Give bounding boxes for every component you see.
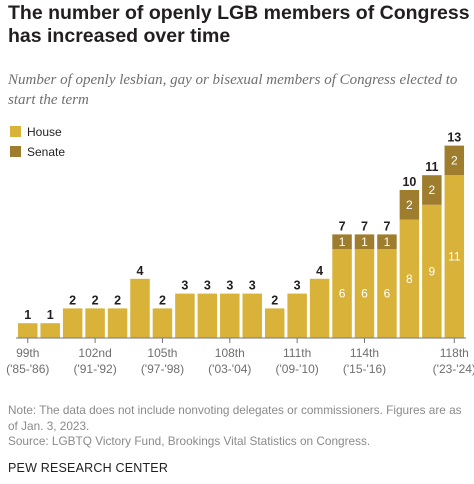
bar-senate-114th xyxy=(354,234,375,250)
bar-house-108th xyxy=(220,293,240,338)
bar-senate-113th xyxy=(332,234,352,250)
bar-senate-116th xyxy=(399,190,420,220)
segment-label-senate-114th: 1 xyxy=(361,235,368,249)
bar-house-116th xyxy=(399,219,420,338)
total-label-111th: 3 xyxy=(294,279,301,293)
segment-label-house-116th: 8 xyxy=(406,272,413,286)
x-tick-years-108th: ('03-'04) xyxy=(208,362,251,376)
total-label-108th: 3 xyxy=(226,279,233,293)
legend-swatch-house xyxy=(10,126,21,137)
total-label-102nd: 2 xyxy=(92,293,99,307)
legend-label-senate: Senate xyxy=(27,145,65,159)
segment-label-senate-113th: 1 xyxy=(339,235,346,249)
x-axis-ticks: 99th ('85-'86) 102nd ('91-'92) 105th ('97-'98… xyxy=(6,338,474,376)
pew-credit: PEW RESEARCH CENTER xyxy=(8,461,169,475)
segment-label-senate-118th: 2 xyxy=(451,153,458,167)
x-tick-years-114th: ('15-'16) xyxy=(343,362,386,376)
bar-house-109th xyxy=(242,293,262,338)
total-label-115th: 7 xyxy=(383,219,390,233)
total-label-106th: 3 xyxy=(181,279,188,293)
bar-house-114th xyxy=(354,249,375,338)
bar-house-103rd xyxy=(107,308,128,338)
bar-house-118th xyxy=(444,175,465,338)
total-label-105th: 2 xyxy=(159,293,166,307)
bar-senate-117th xyxy=(422,175,442,205)
x-tick-label-105th: 105th xyxy=(147,346,177,360)
chart-legend: House Senate xyxy=(10,125,65,159)
bar-house-111th xyxy=(287,293,307,338)
x-tick-years-102nd: ('91-'92) xyxy=(73,362,116,376)
note-text: Note: The data does not include nonvotin… xyxy=(8,403,462,433)
total-label-112th: 4 xyxy=(316,264,323,278)
source-text: Source: LGBTQ Victory Fund, Brookings Vi… xyxy=(8,434,371,448)
x-tick-label-102nd: 102nd xyxy=(78,346,111,360)
x-tick-years-105th: ('97-'98) xyxy=(141,362,184,376)
bar-house-101st xyxy=(62,308,83,338)
total-label-118th: 13 xyxy=(447,131,461,145)
total-label-114th: 7 xyxy=(361,219,368,233)
x-tick-years-99th: ('85-'86) xyxy=(6,362,49,376)
total-label-117th: 11 xyxy=(425,160,438,174)
total-label-104th: 4 xyxy=(137,264,144,278)
segment-label-house-113th: 6 xyxy=(339,287,346,301)
legend-swatch-senate xyxy=(10,146,21,157)
segment-label-house-115th: 6 xyxy=(384,287,391,301)
total-label-116th: 10 xyxy=(402,175,416,189)
total-label-99th: 1 xyxy=(24,308,31,322)
bar-house-115th xyxy=(377,249,397,338)
bar-house-113th xyxy=(332,249,352,338)
bar-senate-115th xyxy=(377,234,397,250)
total-label-110th: 2 xyxy=(271,293,278,307)
total-label-100th: 1 xyxy=(47,308,54,322)
total-label-103rd: 2 xyxy=(114,293,121,307)
bar-house-104th xyxy=(130,278,150,338)
segment-label-house-118th: 11 xyxy=(448,250,461,264)
legend-label-house: House xyxy=(27,125,62,139)
x-tick-label-111th: 111th xyxy=(283,346,311,360)
x-tick-years-111th: ('09-'10) xyxy=(276,362,319,376)
total-label-109th: 3 xyxy=(249,279,256,293)
chart-subtitle: Number of openly lesbian, gay or bisexua… xyxy=(8,72,458,108)
x-tick-label-108th: 108th xyxy=(215,346,245,360)
x-tick-label-114th: 114th xyxy=(350,346,379,360)
chart-notes: Note: The data does not include nonvotin… xyxy=(8,403,470,450)
bar-house-100th xyxy=(40,323,60,338)
segment-label-house-114th: 6 xyxy=(361,287,368,301)
segment-label-senate-117th: 2 xyxy=(429,183,436,197)
total-label-113th: 7 xyxy=(339,219,346,233)
segment-label-senate-115th: 1 xyxy=(384,235,391,249)
bar-house-105th xyxy=(152,308,173,338)
bar-house-102nd xyxy=(85,308,105,338)
bar-senate-118th xyxy=(444,145,465,176)
bar-house-107th xyxy=(197,293,218,338)
bar-house-117th xyxy=(422,204,442,338)
segment-label-senate-116th: 2 xyxy=(406,198,413,212)
x-tick-years-118th: ('23-'24) xyxy=(433,362,474,376)
x-tick-label-99th: 99th xyxy=(16,346,39,360)
total-label-107th: 3 xyxy=(204,279,211,293)
bar-house-110th xyxy=(264,308,285,338)
segment-label-house-117th: 9 xyxy=(429,264,436,278)
bar-house-106th xyxy=(175,293,195,338)
x-tick-label-118th: 118th xyxy=(440,346,469,360)
bar-house-112th xyxy=(309,278,330,338)
total-label-101st: 2 xyxy=(69,293,76,307)
chart-title: The number of openly LGB members of Cong… xyxy=(8,2,470,47)
bar-house-99th xyxy=(18,323,38,338)
